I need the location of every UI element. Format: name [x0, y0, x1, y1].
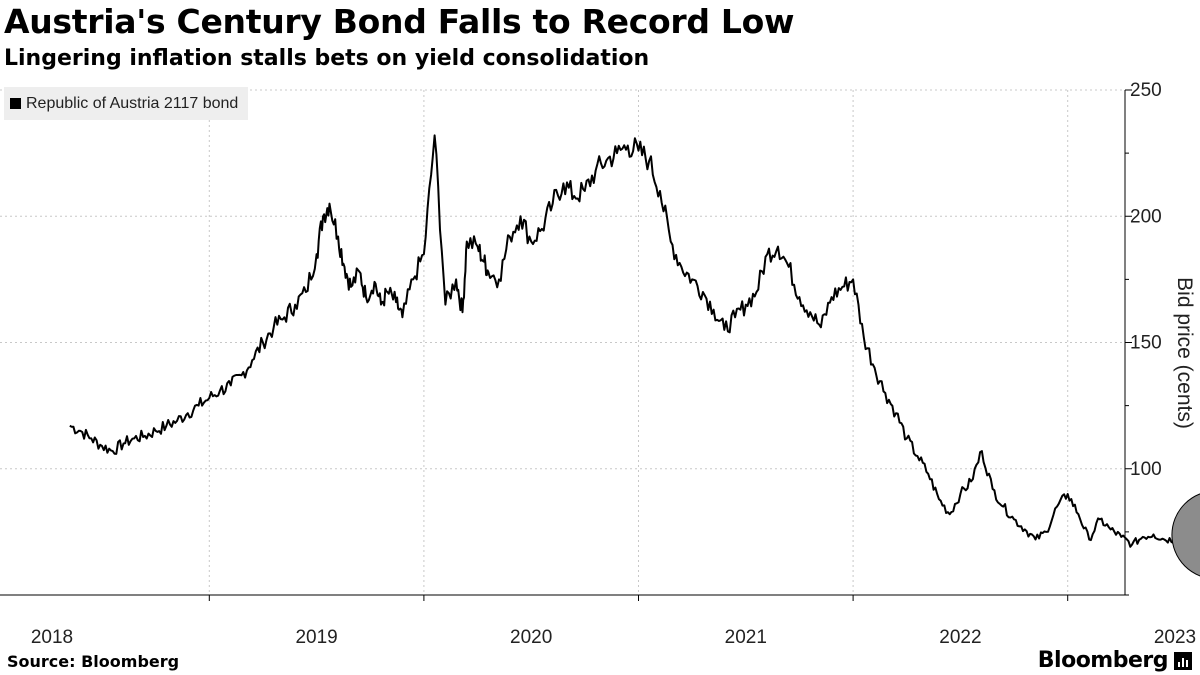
highlight-circle — [1172, 491, 1200, 579]
y-tick-label: 250 — [1130, 80, 1162, 101]
y-tick-label: 200 — [1130, 206, 1162, 227]
series-line — [70, 135, 1200, 554]
annotation-layer — [1172, 491, 1200, 579]
x-tick-label: 2020 — [510, 627, 552, 648]
series-layer — [70, 135, 1200, 554]
grid-lines — [0, 90, 1125, 595]
x-tick-label: 2018 — [31, 627, 73, 648]
x-tick-label: 2019 — [295, 627, 337, 648]
y-tick-label: 100 — [1130, 459, 1162, 480]
bloomberg-logo-icon — [1174, 652, 1192, 670]
y-tick-label: 150 — [1130, 333, 1162, 354]
legend-label: Republic of Austria 2117 bond — [26, 95, 238, 113]
brand-name: Bloomberg — [1038, 648, 1168, 673]
x-tick-label: 2021 — [725, 627, 767, 648]
x-tick-label: 2022 — [939, 627, 981, 648]
y-axis-label: Bid price (cents) — [1173, 277, 1196, 429]
x-axis: 2018 2019 2020 2021 2022 2023 — [31, 627, 1196, 648]
x-tick-label: 2023 — [1154, 627, 1196, 648]
source-note: Source: Bloomberg — [7, 652, 179, 671]
legend-swatch — [10, 98, 21, 109]
legend: Republic of Austria 2117 bond — [4, 87, 248, 120]
y-axis: 100 150 200 250 — [0, 80, 1162, 601]
brand: Bloomberg — [1038, 648, 1192, 673]
